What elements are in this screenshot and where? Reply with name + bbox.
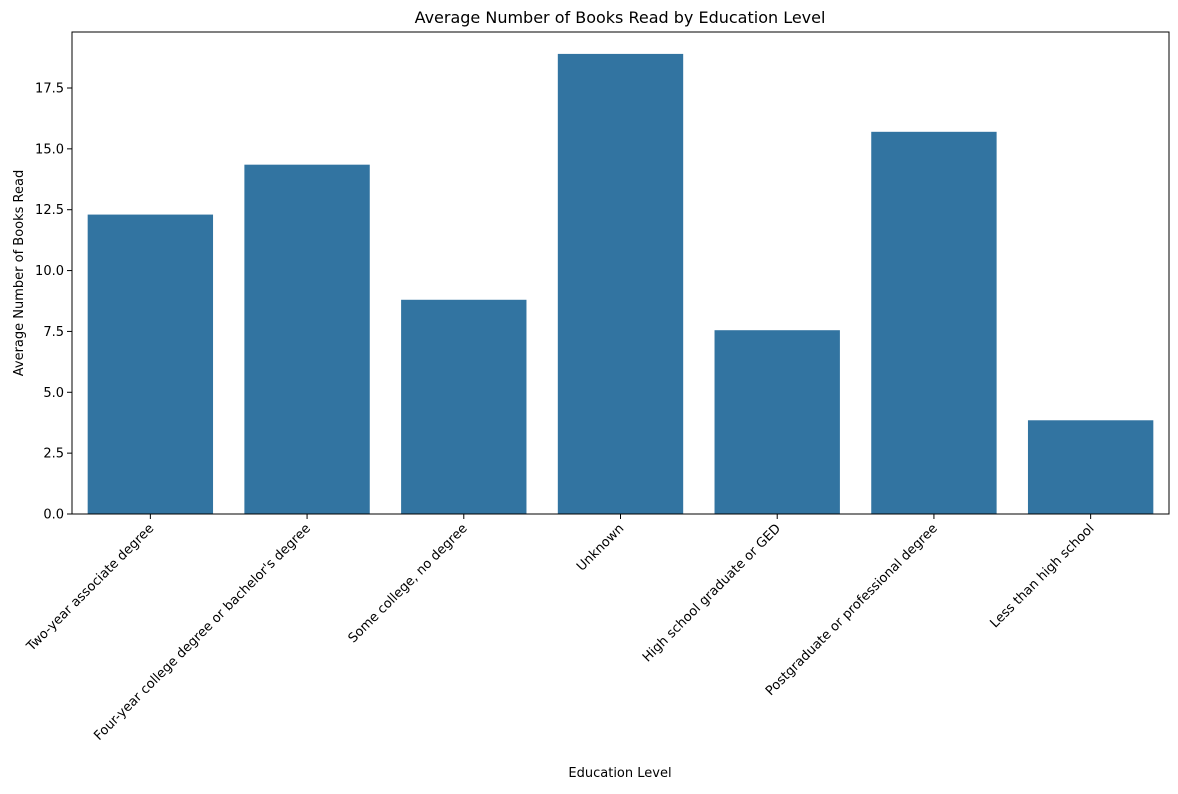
x-tick-label: Postgraduate or professional degree (763, 521, 941, 699)
bar (244, 164, 370, 514)
bar (87, 214, 214, 515)
y-axis-label: Average Number of Books Read (12, 170, 27, 376)
y-tick-label: 7.5 (43, 325, 64, 340)
bar (1027, 420, 1154, 514)
x-tick-label: Two-year associate degree (23, 521, 157, 655)
bar (714, 330, 840, 514)
y-tick-label: 17.5 (35, 81, 64, 96)
x-axis-label: Education Level (568, 766, 671, 781)
bar (557, 53, 684, 515)
y-axis: 0.0 2.5 5.0 7.5 10.0 12.5 15.0 17.5 (35, 81, 72, 523)
x-tick-label: Some college, no degree (346, 521, 471, 646)
y-tick-label: 10.0 (35, 264, 64, 279)
bar (871, 131, 997, 514)
bar (401, 299, 527, 514)
x-tick-label: Less than high school (987, 521, 1097, 631)
y-tick-label: 2.5 (43, 447, 64, 462)
bars-layer (87, 53, 1154, 515)
chart-title: Average Number of Books Read by Educatio… (415, 8, 826, 27)
x-tick-label: Unknown (574, 521, 627, 574)
y-tick-label: 5.0 (43, 386, 64, 401)
plot-frame (71, 31, 1170, 515)
x-tick-label: High school graduate or GED (640, 521, 784, 665)
y-tick-label: 0.0 (43, 508, 64, 523)
y-tick-label: 15.0 (35, 142, 64, 157)
y-tick-label: 12.5 (35, 203, 64, 218)
